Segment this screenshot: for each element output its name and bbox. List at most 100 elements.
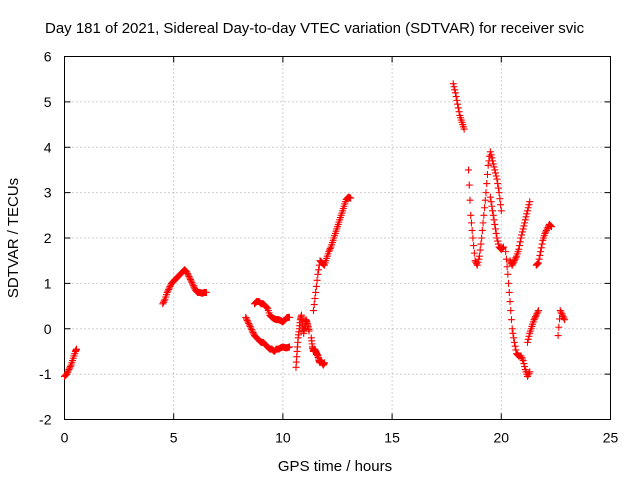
data-point [473, 261, 481, 269]
data-point [242, 313, 250, 321]
data-point [511, 255, 519, 263]
data-point [510, 334, 518, 342]
data-point [489, 157, 497, 165]
data-point [558, 310, 566, 318]
data-point [505, 279, 513, 287]
data-point [483, 180, 491, 188]
data-point [491, 169, 499, 177]
data-point [498, 245, 506, 253]
data-point [518, 353, 526, 361]
y-tick-label: 4 [44, 139, 52, 155]
data-point [493, 234, 501, 242]
data-point [494, 180, 502, 188]
data-point [561, 316, 569, 324]
data-point [507, 307, 515, 315]
data-point [520, 222, 528, 230]
data-point [244, 318, 252, 326]
data-point [482, 189, 490, 197]
data-point [160, 297, 168, 305]
data-point [534, 259, 542, 267]
data-point [521, 363, 529, 371]
data-point [467, 219, 475, 227]
data-point [547, 222, 555, 230]
data-point [484, 161, 492, 169]
data-point [249, 329, 257, 337]
data-point [541, 229, 549, 237]
y-tick-label: 6 [44, 49, 52, 65]
data-point [518, 231, 526, 239]
data-point [66, 364, 74, 372]
data-point [452, 93, 460, 101]
data-point [516, 242, 523, 250]
data-point [65, 366, 73, 374]
data-point [520, 360, 528, 368]
data-point [503, 263, 511, 271]
data-point [524, 335, 532, 343]
data-point [515, 245, 523, 253]
data-point [524, 372, 532, 380]
data-point [478, 226, 486, 234]
data-point [532, 311, 540, 319]
data-point [310, 301, 318, 309]
data-point [163, 288, 171, 296]
data-point [186, 274, 194, 282]
data-point [449, 80, 457, 88]
data-point [184, 270, 192, 278]
data-point [510, 338, 518, 346]
data-point [492, 229, 500, 237]
data-point [512, 254, 520, 262]
data-point [524, 371, 532, 379]
data-point [66, 363, 74, 371]
data-point [502, 248, 510, 256]
data-point [517, 352, 525, 360]
data-point [477, 240, 485, 248]
y-tick-label: 2 [44, 230, 52, 246]
data-point [536, 251, 544, 259]
data-point [320, 260, 328, 268]
data-point [519, 357, 527, 365]
data-point [506, 298, 514, 306]
y-tick-label: 3 [44, 185, 52, 201]
data-point [160, 298, 168, 306]
data-point [465, 166, 473, 174]
data-point [534, 308, 542, 316]
data-point [481, 204, 489, 212]
data-point [483, 170, 491, 178]
data-point [525, 332, 533, 340]
data-point [313, 276, 321, 284]
data-point [489, 211, 497, 219]
x-tick-label: 10 [275, 430, 291, 446]
data-point [524, 204, 532, 212]
data-point [534, 260, 542, 268]
data-point [497, 201, 505, 209]
data-point [548, 223, 556, 231]
data-point [558, 311, 566, 319]
data-point [486, 193, 494, 201]
data-point [556, 315, 564, 323]
data-point [554, 332, 562, 340]
data-point [532, 313, 540, 321]
data-point [243, 316, 251, 324]
data-point [555, 323, 563, 331]
data-point [466, 196, 474, 204]
data-points [61, 80, 569, 380]
data-point [467, 211, 475, 219]
data-point [489, 207, 497, 215]
data-point [248, 326, 256, 334]
data-point [494, 240, 502, 248]
data-point [488, 154, 496, 162]
data-point [309, 307, 317, 315]
data-point [487, 151, 495, 159]
data-point [492, 172, 500, 180]
data-point [187, 277, 195, 285]
x-tick-label: 25 [603, 430, 619, 446]
data-point [453, 96, 461, 104]
data-point [509, 329, 517, 337]
data-point [473, 260, 481, 268]
y-tick-labels: -2 -1 0 1 2 3 4 5 6 [39, 49, 52, 428]
data-point [490, 216, 498, 224]
data-point [490, 163, 498, 171]
data-point [311, 295, 319, 302]
data-point [526, 198, 534, 206]
data-point [476, 246, 484, 254]
